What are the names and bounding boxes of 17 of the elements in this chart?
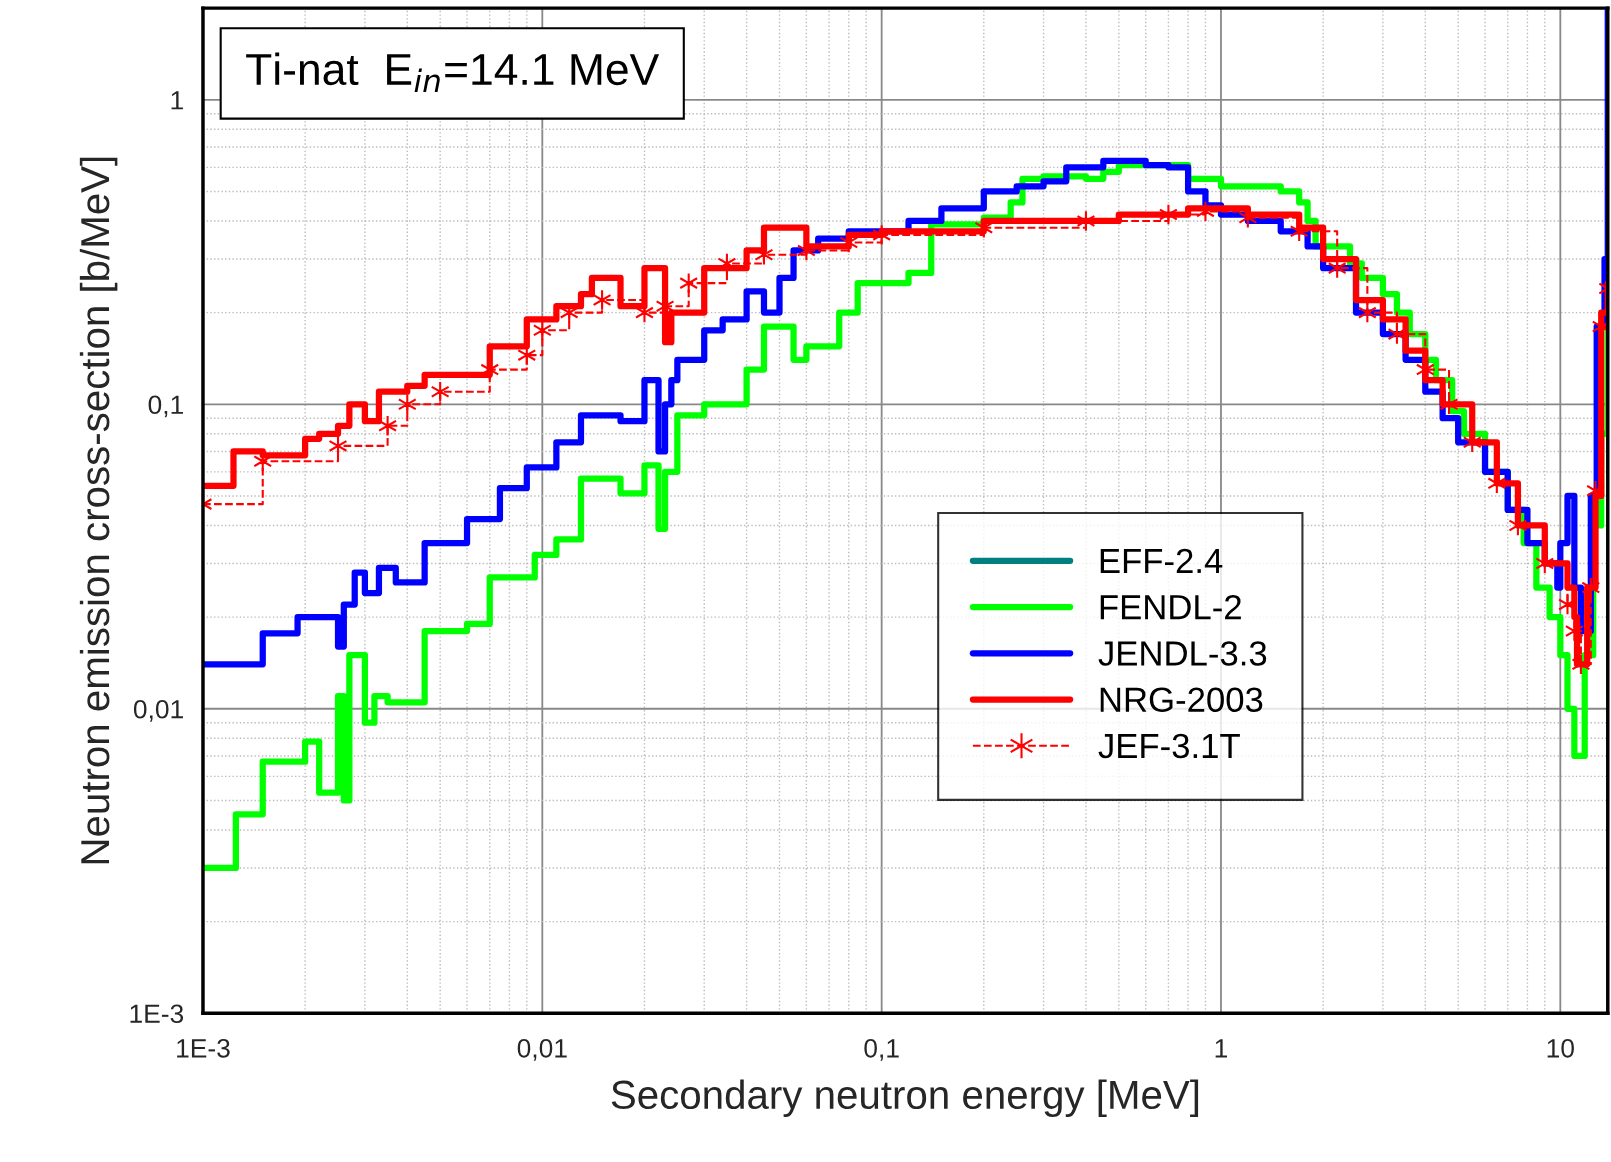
y-tick-label: 0,01 [133,699,183,722]
legend-label: NRG-2003 [1100,687,1263,713]
x-axis-title: Secondary neutron energy [MeV] [611,1079,1199,1118]
x-tick-label: 10 [1547,1038,1574,1058]
x-tick-label: 0,01 [517,1038,567,1061]
legend-label: JENDL-3.3 [1098,641,1267,666]
y-tick-label: 0,1 [148,395,183,418]
legend-label: JEF-3.1T [1098,733,1240,759]
legend-label: EFF-2.4 [1100,548,1223,573]
y-tick-label: 1E-3 [130,1004,184,1024]
x-tick-label: 1 [1215,1039,1228,1058]
text: Ti-nat E$_{in}$=14.1 MeV [246,52,660,93]
x-tick-label: 0,1 [864,1038,899,1061]
legend-label: FENDL-2 [1100,594,1241,620]
x-tick-label: 1E-3 [177,1038,230,1058]
y-tick-label: 1 [171,91,183,110]
y-axis-title: Neutron emission cross-section [b/MeV] [79,157,118,864]
